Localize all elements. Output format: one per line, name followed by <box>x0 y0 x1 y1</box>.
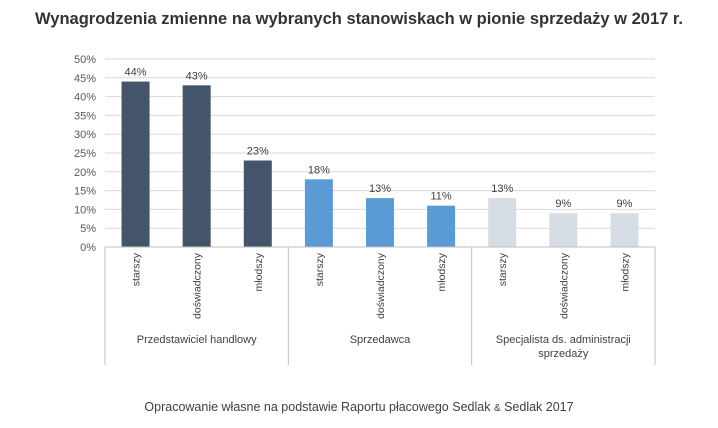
x-category-label: doświadczony <box>558 252 570 319</box>
x-category-label: doświadczony <box>192 252 204 319</box>
y-tick-label: 50% <box>74 54 96 66</box>
y-tick-label: 5% <box>80 223 96 235</box>
source-ampersand: & <box>493 403 501 414</box>
source-text-end: Sedlak 2017 <box>500 400 574 414</box>
bar <box>243 160 272 247</box>
chart-source: Opracowanie własne na podstawie Raportu … <box>0 400 718 414</box>
bar-value-label: 9% <box>616 198 632 210</box>
x-category-label: młodszy <box>436 252 448 291</box>
y-tick-label: 40% <box>74 92 96 104</box>
y-tick-label: 30% <box>74 129 96 141</box>
y-tick-label: 15% <box>74 186 96 198</box>
x-category-label: starszy <box>497 252 509 286</box>
y-tick-label: 20% <box>74 167 96 179</box>
y-tick-label: 0% <box>80 242 96 254</box>
bar-value-label: 23% <box>247 146 269 158</box>
bar <box>610 213 639 247</box>
y-tick-label: 35% <box>74 110 96 122</box>
y-tick-label: 45% <box>74 73 96 85</box>
bar <box>304 179 333 247</box>
group-label: sprzedaży <box>538 348 589 360</box>
bar-value-label: 43% <box>186 70 208 82</box>
bar <box>427 205 456 247</box>
bar <box>366 198 394 247</box>
x-category-label: młodszy <box>619 252 631 291</box>
bar <box>121 81 150 247</box>
bar-value-label: 9% <box>555 198 571 210</box>
bar <box>182 85 211 247</box>
group-label: Specjalista ds. administracji <box>496 334 631 346</box>
x-category-label: starszy <box>131 252 143 286</box>
chart-title: Wynagrodzenia zmienne na wybranych stano… <box>35 10 683 28</box>
group-label: Przedstawiciel handlowy <box>137 334 257 346</box>
y-tick-label: 10% <box>74 204 96 216</box>
y-tick-label: 25% <box>74 148 96 160</box>
x-category-label: starszy <box>314 252 326 286</box>
x-category-label: młodszy <box>253 252 265 291</box>
bar-value-label: 11% <box>431 191 452 203</box>
bar-value-label: 44% <box>125 67 147 79</box>
bar-value-label: 13% <box>491 183 513 195</box>
bar-value-label: 13% <box>369 183 391 195</box>
bar-value-label: 18% <box>308 164 330 176</box>
x-category-label: doświadczony <box>375 252 387 319</box>
bar-chart: 0% 5% 10% 15% 20% 25% 30% 35% 40% 45% 50% 44% starsz… <box>74 54 656 365</box>
bar <box>549 213 578 247</box>
group-label: Sprzedawca <box>350 334 411 346</box>
bar <box>488 198 517 247</box>
source-text-start: Opracowanie własne na podstawie Raportu … <box>144 400 494 414</box>
